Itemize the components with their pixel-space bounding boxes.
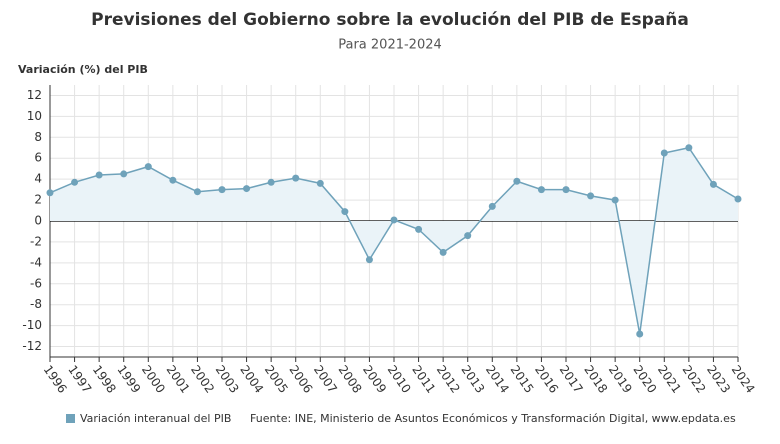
point [587, 192, 595, 200]
x-tick-label: 1996 [41, 363, 70, 396]
x-tick-label: 2024 [729, 363, 758, 396]
point [390, 216, 398, 224]
point [685, 144, 693, 152]
point [488, 202, 496, 210]
x-tick-label: 2012 [434, 363, 463, 396]
point [243, 185, 251, 193]
x-tick-label: 2009 [360, 363, 389, 396]
x-tick-label: 2020 [630, 363, 659, 396]
y-tick-label: 10 [27, 109, 42, 123]
point [71, 178, 79, 186]
point [513, 177, 521, 185]
point [636, 330, 644, 338]
y-tick-label: -2 [30, 234, 42, 248]
x-tick-label: 2006 [286, 363, 315, 396]
x-tick-label: 2008 [336, 363, 365, 396]
point [144, 163, 152, 171]
x-tick-label: 2002 [188, 363, 217, 396]
point [365, 256, 373, 264]
point [341, 208, 349, 216]
y-tick-label: -12 [22, 339, 42, 353]
point [193, 188, 201, 196]
y-tick-label: 2 [34, 193, 42, 207]
x-tick-label: 2000 [139, 363, 168, 396]
x-tick-label: 2004 [237, 363, 266, 396]
x-tick-label: 2022 [680, 363, 709, 396]
y-tick-label: -8 [30, 297, 42, 311]
x-tick-label: 2017 [557, 363, 586, 396]
x-tick-label: 1998 [90, 363, 119, 396]
point [267, 178, 275, 186]
y-tick-label: 6 [34, 151, 42, 165]
x-tick-label: 2011 [409, 363, 438, 396]
x-tick-label: 2019 [606, 363, 635, 396]
point [169, 176, 177, 184]
point [734, 195, 742, 203]
point [292, 174, 300, 182]
y-tick-label: -10 [22, 318, 42, 332]
point [709, 180, 717, 188]
x-tick-label: 2016 [532, 363, 561, 396]
point [120, 170, 128, 178]
legend-swatch [66, 414, 75, 423]
source: Fuente: INE, Ministerio de Asuntos Econó… [250, 412, 736, 425]
x-tick-label: 2023 [704, 363, 733, 396]
x-tick-label: 2010 [385, 363, 414, 396]
x-tick-label: 2018 [581, 363, 610, 396]
x-tick-label: 2003 [213, 363, 242, 396]
point [218, 186, 226, 194]
point [562, 186, 570, 194]
x-tick-label: 1999 [114, 363, 143, 396]
x-tick-label: 2014 [483, 363, 512, 396]
point [537, 186, 545, 194]
point [95, 171, 103, 179]
x-tick-label: 2007 [311, 363, 340, 396]
point [316, 179, 324, 187]
x-tick-label: 1997 [65, 363, 94, 396]
x-tick-label: 2005 [262, 363, 291, 396]
x-tick-label: 2021 [655, 363, 684, 396]
y-tick-label: -6 [30, 276, 42, 290]
y-tick-label: 0 [34, 214, 42, 228]
point [46, 189, 54, 197]
x-tick-label: 2013 [458, 363, 487, 396]
point [660, 149, 668, 157]
y-tick-label: -4 [30, 255, 42, 269]
area [50, 147, 738, 334]
point [439, 248, 447, 256]
y-tick-label: 8 [34, 130, 42, 144]
y-tick-label: 12 [27, 88, 42, 102]
chart-subtitle: Para 2021-2024 [338, 38, 442, 53]
x-tick-label: 2001 [164, 363, 193, 396]
point [611, 196, 619, 204]
y-axis-label: Variación (%) del PIB [18, 63, 148, 76]
chart-title: Previsiones del Gobierno sobre la evoluc… [91, 10, 689, 30]
point [464, 232, 472, 240]
x-tick-label: 2015 [508, 363, 537, 396]
legend-label: Variación interanual del PIB [80, 412, 231, 425]
point [415, 225, 423, 233]
y-tick-label: 4 [34, 172, 42, 186]
